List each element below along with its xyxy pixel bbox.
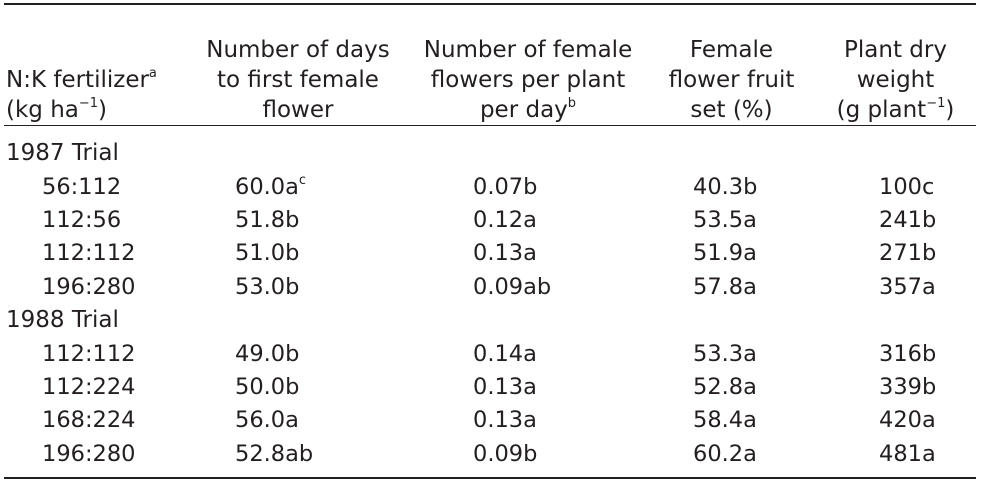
header-treatment: N:K fertilizera (kg ha−1) xyxy=(4,5,188,129)
cell-flowers: 0.13a xyxy=(473,240,537,267)
table-header: N:K fertilizera (kg ha−1) Number of days… xyxy=(4,5,976,129)
cell-flowers: 0.13a xyxy=(473,407,537,434)
header-rule xyxy=(4,125,976,126)
cell-fruitset: 53.5a xyxy=(693,206,757,233)
cell-treatment: 112:112 xyxy=(42,240,136,267)
header-fruitset-line: flower fruit xyxy=(668,67,795,93)
header-flowers-line: Number of female xyxy=(423,37,633,63)
table-row: 112:112 51.0b 0.13a 51.9a 271b xyxy=(4,237,976,270)
header-fruitset-line: set (%) xyxy=(690,97,773,123)
cell-fruitset: 60.2a xyxy=(693,440,757,467)
cell-flowers: 0.09ab xyxy=(473,273,552,300)
cell-fruitset: 58.4a xyxy=(693,407,757,434)
cell-days: 51.8b xyxy=(235,206,300,233)
header-flowers-line: per day xyxy=(479,97,568,123)
top-rule xyxy=(4,3,976,5)
group-label: 1987 Trial xyxy=(6,140,119,167)
cell-treatment: 112:112 xyxy=(42,340,136,367)
header-treatment-unit: (kg ha xyxy=(6,97,79,123)
header-fruitset-line: Female xyxy=(689,37,774,63)
cell-treatment: 112:56 xyxy=(42,206,122,233)
header-weight-unit-close: ) xyxy=(945,97,955,123)
group-label: 1988 Trial xyxy=(6,307,119,334)
cell-fruitset: 57.8a xyxy=(693,273,757,300)
cell-treatment: 168:224 xyxy=(42,407,136,434)
cell-treatment: 196:280 xyxy=(42,273,136,300)
cell-days: 53.0b xyxy=(235,273,300,300)
cell-days-value: 60.0a xyxy=(235,173,299,200)
header-days-line: Number of days xyxy=(206,37,390,63)
cell-days: 56.0a xyxy=(235,407,299,434)
cell-treatment: 196:280 xyxy=(42,440,136,467)
header-fruitset: Female flower fruit set (%) xyxy=(648,5,815,129)
cell-fruitset: 51.9a xyxy=(693,240,757,267)
cell-weight: 316b xyxy=(879,340,937,367)
cell-weight: 481a xyxy=(879,440,936,467)
header-days-line: to first female xyxy=(217,67,379,93)
table-row: 168:224 56.0a 0.13a 58.4a 420a xyxy=(4,404,976,437)
unit-exponent: −1 xyxy=(78,96,99,112)
cell-weight: 420a xyxy=(879,407,936,434)
table-row: 196:280 53.0b 0.09ab 57.8a 357a xyxy=(4,271,976,304)
cell-weight: 271b xyxy=(879,240,937,267)
group-row: 1988 Trial xyxy=(4,304,976,337)
cell-fruitset: 40.3b xyxy=(693,173,758,200)
header-weight-line: weight xyxy=(856,67,935,93)
cell-flowers: 0.13a xyxy=(473,373,537,400)
cell-weight: 241b xyxy=(879,206,937,233)
table-row: 112:56 51.8b 0.12a 53.5a 241b xyxy=(4,204,976,237)
cell-days: 60.0ac xyxy=(188,170,408,203)
cell-treatment: 112:224 xyxy=(42,373,136,400)
cell-days: 52.8ab xyxy=(235,440,314,467)
unit-exponent: −1 xyxy=(926,96,946,112)
data-table: N:K fertilizera (kg ha−1) Number of days… xyxy=(4,5,976,471)
cell-days: 50.0b xyxy=(235,373,300,400)
cell-days: 51.0b xyxy=(235,240,300,267)
cell-fruitset: 52.8a xyxy=(693,373,757,400)
cell-flowers: 0.09b xyxy=(473,440,538,467)
cell-flowers: 0.12a xyxy=(473,206,537,233)
cell-weight: 357a xyxy=(879,273,936,300)
cell-flowers: 0.14a xyxy=(473,340,537,367)
header-weight: Plant dry weight (g plant−1) xyxy=(815,5,976,129)
cell-days: 49.0b xyxy=(235,340,300,367)
table-row: 196:280 52.8ab 0.09b 60.2a 481a xyxy=(4,438,976,471)
cell-flowers: 0.07b xyxy=(473,173,538,200)
header-flowers-line: flowers per plant xyxy=(430,67,626,93)
table-row: 112:224 50.0b 0.13a 52.8a 339b xyxy=(4,371,976,404)
header-days-line: flower xyxy=(262,97,334,123)
cell-fruitset: 53.3a xyxy=(693,340,757,367)
header-weight-line: Plant dry xyxy=(844,37,947,63)
table-row: 112:112 49.0b 0.14a 53.3a 316b xyxy=(4,337,976,370)
table-row: 56:112 60.0ac 0.07b 40.3b 100c xyxy=(4,170,976,203)
footnote-marker: c xyxy=(298,173,307,189)
cell-treatment: 56:112 xyxy=(42,173,122,200)
cell-weight: 100c xyxy=(879,173,935,200)
header-flowers: Number of female flowers per plant per d… xyxy=(408,5,648,129)
footnote-marker: a xyxy=(148,66,157,82)
bottom-rule xyxy=(4,477,976,479)
header-treatment-unit-close: ) xyxy=(98,97,108,123)
header-treatment-text: N:K fertilizer xyxy=(6,67,149,93)
header-weight-unit: (g plant xyxy=(836,97,927,123)
header-days: Number of days to first female flower xyxy=(188,5,408,129)
table-body: 1987 Trial 56:112 60.0ac 0.07b 40.3b 100… xyxy=(4,129,976,471)
group-row: 1987 Trial xyxy=(4,137,976,170)
footnote-marker: b xyxy=(567,96,577,112)
cell-weight: 339b xyxy=(879,373,937,400)
